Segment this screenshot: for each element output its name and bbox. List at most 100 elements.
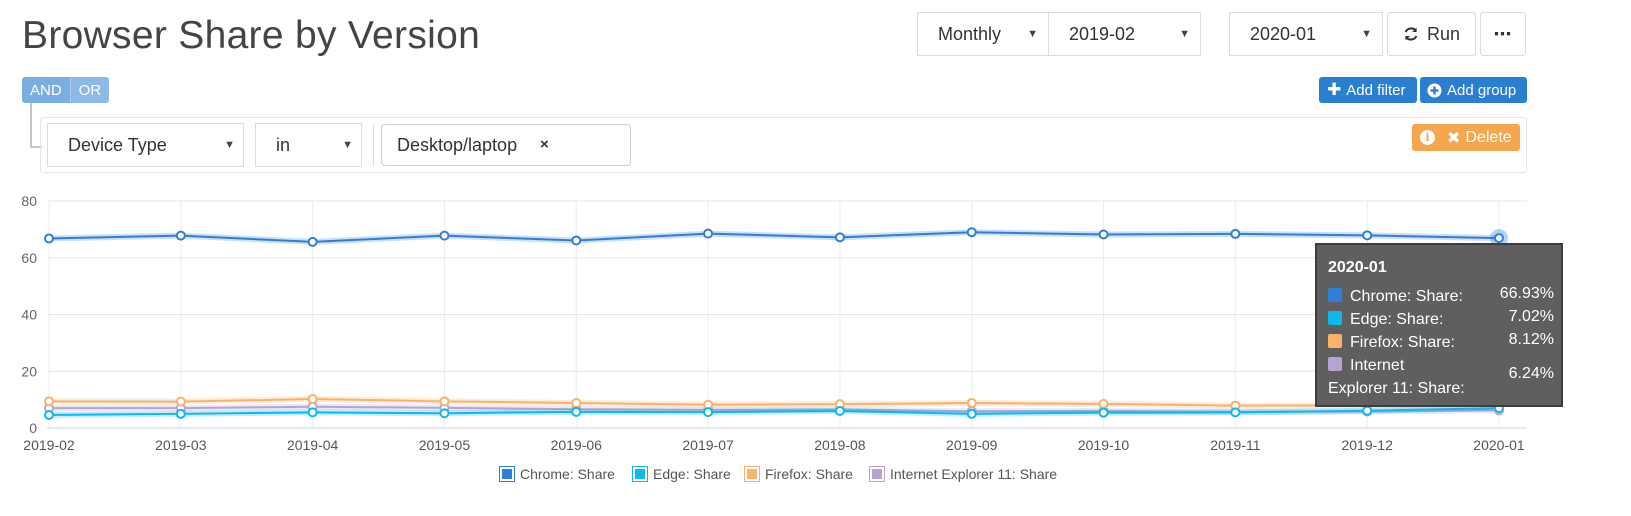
- x-tick-label: 2019-03: [155, 437, 207, 453]
- add-group-label: Add group: [1447, 81, 1517, 99]
- chevron-down-icon: ▼: [342, 139, 353, 151]
- series-2[interactable]: [44, 394, 1504, 411]
- filter-value-tag: Desktop/laptop: [397, 135, 518, 155]
- data-point[interactable]: [175, 408, 186, 419]
- more-icon: ⋯: [1493, 23, 1513, 44]
- add-filter-label: Add filter: [1346, 81, 1406, 99]
- y-tick-label: 60: [21, 250, 37, 266]
- add-filter-button[interactable]: ✚ Add filter: [1319, 77, 1417, 103]
- data-point[interactable]: [834, 232, 845, 243]
- legend-swatch: [632, 466, 648, 482]
- divider: [373, 124, 374, 166]
- data-point[interactable]: [1230, 407, 1241, 418]
- tooltip-title: 2020-01: [1328, 259, 1387, 276]
- data-point[interactable]: [44, 233, 54, 244]
- tooltip-series-name: Edge: Share:: [1350, 311, 1444, 328]
- or-button[interactable]: OR: [70, 77, 110, 103]
- series-line[interactable]: [48, 398, 1500, 407]
- series-line[interactable]: [48, 407, 1500, 416]
- start-period-select[interactable]: 2019-02 ▼: [1048, 12, 1201, 56]
- logic-toggle: AND OR: [22, 77, 110, 103]
- tooltip-series-value: 8.12%: [1508, 331, 1554, 348]
- tooltip-swatch: [1328, 288, 1342, 302]
- data-point[interactable]: [1230, 228, 1241, 239]
- tooltip-series-value: 7.02%: [1508, 308, 1554, 325]
- chevron-down-icon: ▼: [1027, 28, 1038, 40]
- x-tick-label: 2019-09: [946, 437, 998, 453]
- filter-operator-select[interactable]: in ▼: [255, 123, 362, 167]
- x-tick-label: 2019-06: [551, 437, 603, 453]
- and-button[interactable]: AND: [22, 77, 71, 103]
- data-point[interactable]: [1494, 233, 1504, 244]
- series-1[interactable]: [44, 403, 1504, 420]
- legend-label: Internet Explorer 11: Share: [890, 466, 1058, 482]
- legend-swatch: [869, 466, 885, 482]
- legend-item[interactable]: Chrome: Share: [499, 466, 615, 482]
- chevron-down-icon: ▼: [224, 139, 235, 151]
- data-point[interactable]: [571, 235, 582, 246]
- tooltip-row: Firefox: Share: 8.12%: [1328, 331, 1554, 354]
- end-period-value: 2020-01: [1250, 23, 1317, 44]
- data-point[interactable]: [307, 394, 318, 405]
- data-point[interactable]: [1362, 405, 1373, 416]
- chevron-down-icon: ▼: [1361, 28, 1372, 40]
- data-point[interactable]: [1098, 229, 1109, 240]
- data-point[interactable]: [571, 406, 582, 417]
- data-point[interactable]: [1362, 230, 1373, 241]
- data-point[interactable]: [439, 396, 450, 407]
- x-tick-label: 2019-11: [1210, 437, 1261, 453]
- data-point[interactable]: [966, 408, 977, 419]
- plus-circle-icon: [1427, 83, 1442, 97]
- data-point[interactable]: [44, 409, 54, 420]
- legend-item[interactable]: Edge: Share: [632, 466, 731, 482]
- data-point[interactable]: [175, 396, 186, 407]
- data-point[interactable]: [307, 236, 318, 247]
- data-point[interactable]: [44, 396, 54, 407]
- tooltip-swatch: [1328, 334, 1342, 348]
- data-point[interactable]: [966, 227, 977, 238]
- tooltip-series-value: 6.24%: [1508, 365, 1554, 382]
- data-point[interactable]: [966, 398, 977, 409]
- x-tick-label: 2019-04: [287, 437, 339, 453]
- legend-item[interactable]: Firefox: Share: [744, 466, 853, 482]
- delete-label: Delete: [1465, 128, 1512, 146]
- data-point[interactable]: [1098, 398, 1109, 409]
- chevron-down-icon: ▼: [1179, 28, 1190, 40]
- y-tick-label: 0: [29, 420, 37, 436]
- close-icon[interactable]: ×: [540, 136, 549, 153]
- delete-rule-button[interactable]: i ✖ Delete: [1412, 124, 1520, 151]
- filter-value-input[interactable]: Desktop/laptop ×: [381, 124, 631, 166]
- data-point[interactable]: [439, 230, 450, 241]
- x-tick-label: 2019-08: [814, 437, 866, 453]
- run-button-label: Run: [1426, 23, 1461, 44]
- group-connector: [30, 103, 42, 148]
- more-options-button[interactable]: ⋯: [1480, 12, 1526, 56]
- data-point[interactable]: [1098, 407, 1109, 418]
- x-tick-label: 2019-10: [1078, 437, 1130, 453]
- data-point[interactable]: [439, 408, 450, 419]
- legend-label: Firefox: Share: [765, 466, 853, 482]
- series-line[interactable]: [48, 231, 1500, 243]
- info-icon[interactable]: i: [1420, 130, 1435, 145]
- data-point[interactable]: [703, 228, 714, 239]
- data-point[interactable]: [834, 405, 845, 416]
- filter-field-select[interactable]: Device Type ▼: [47, 123, 244, 167]
- tooltip-swatch: [1328, 311, 1342, 325]
- legend-item[interactable]: Internet Explorer 11: Share: [869, 466, 1058, 482]
- end-period-select[interactable]: 2020-01 ▼: [1229, 12, 1383, 56]
- refresh-icon: [1404, 27, 1418, 41]
- add-group-button[interactable]: Add group: [1420, 77, 1527, 103]
- chart-axis-labels: 0 20 40 60 80 2019-02 2019-03 2019-04 2019-05 201…: [21, 193, 1524, 453]
- close-icon: ✖: [1447, 129, 1461, 147]
- data-point[interactable]: [307, 407, 318, 418]
- interval-select[interactable]: Monthly ▼: [917, 12, 1049, 56]
- run-button[interactable]: Run: [1387, 12, 1476, 56]
- tooltip-swatch: [1328, 357, 1342, 371]
- data-point[interactable]: [175, 230, 186, 241]
- tooltip-series-name: Internet Explorer 11: Share:: [1328, 357, 1465, 397]
- chart-series[interactable]: [44, 227, 1508, 420]
- data-point[interactable]: [571, 398, 582, 409]
- series-0[interactable]: [44, 227, 1508, 248]
- data-point[interactable]: [703, 407, 714, 418]
